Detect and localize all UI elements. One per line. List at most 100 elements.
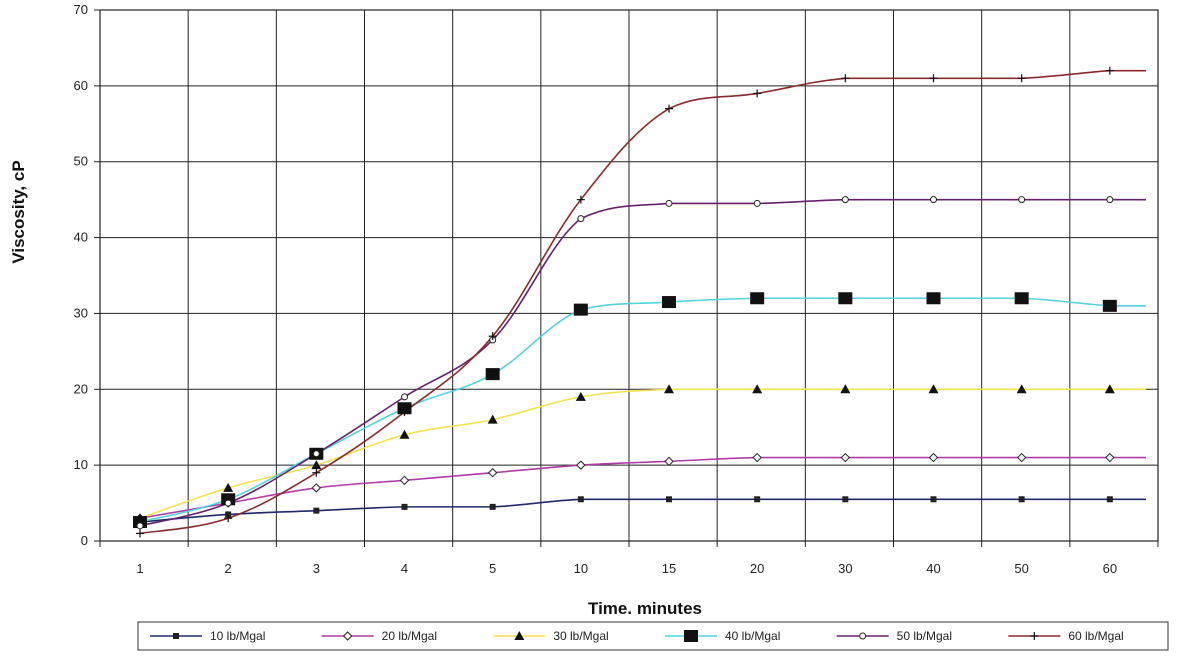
data-point xyxy=(664,384,674,394)
legend-item: 40 lb/Mgal xyxy=(665,629,780,643)
x-tick-label: 60 xyxy=(1103,561,1117,576)
data-point xyxy=(576,460,586,470)
data-point xyxy=(311,460,322,470)
legend-label: 50 lb/Mgal xyxy=(897,629,952,643)
y-tick-label: 30 xyxy=(74,305,88,320)
legend-label: 20 lb/Mgal xyxy=(382,629,437,643)
x-tick-label: 3 xyxy=(313,561,320,576)
data-point xyxy=(664,456,674,467)
data-point xyxy=(136,529,144,538)
x-tick-label: 30 xyxy=(838,561,852,576)
x-tick-label: 2 xyxy=(225,561,232,576)
data-point xyxy=(401,503,408,510)
data-point xyxy=(1102,299,1117,312)
legend-label: 10 lb/Mgal xyxy=(210,629,265,643)
data-point xyxy=(311,483,322,493)
x-tick-label: 1 xyxy=(136,561,143,576)
data-point xyxy=(399,429,410,439)
legend: 10 lb/Mgal 20 lb/Mgal 30 lb/Mgal 40 lb/Mgal… xyxy=(137,621,1169,651)
data-point xyxy=(313,507,320,514)
data-point xyxy=(133,516,147,529)
data-point xyxy=(576,195,585,204)
data-point xyxy=(1016,452,1027,463)
data-point xyxy=(399,475,410,486)
legend-marker xyxy=(173,633,179,639)
data-point xyxy=(840,452,851,463)
data-point xyxy=(753,199,761,207)
x-tick-label: 15 xyxy=(662,561,676,576)
data-point xyxy=(485,368,500,381)
data-point xyxy=(224,499,232,507)
data-point xyxy=(223,482,234,492)
y-tick-label: 10 xyxy=(74,457,88,472)
data-point xyxy=(842,496,849,503)
data-point xyxy=(665,199,673,207)
series-line xyxy=(139,498,1146,523)
legend-item: 30 lb/Mgal xyxy=(493,629,609,643)
data-point xyxy=(752,452,762,463)
x-axis-title: Time. minutes xyxy=(588,599,702,618)
y-tick-label: 70 xyxy=(74,2,88,17)
series-line xyxy=(139,198,1146,527)
series-lines xyxy=(139,69,1146,535)
data-point xyxy=(573,303,588,316)
legend-marker xyxy=(342,631,353,641)
data-point xyxy=(753,89,762,98)
data-point xyxy=(750,292,765,305)
data-point xyxy=(841,196,849,204)
y-tick-label: 50 xyxy=(74,154,88,169)
x-tick-label: 20 xyxy=(750,561,764,576)
grid xyxy=(99,9,1159,542)
legend-label: 40 lb/Mgal xyxy=(725,629,780,643)
data-point xyxy=(312,468,321,477)
data-point xyxy=(1104,384,1115,394)
legend-marker xyxy=(684,630,698,642)
data-point xyxy=(1016,384,1027,394)
y-tick-label: 60 xyxy=(74,78,88,93)
data-point xyxy=(487,468,498,478)
data-point xyxy=(841,74,850,83)
x-tick-label: 40 xyxy=(926,561,940,576)
data-point xyxy=(1106,496,1113,503)
legend-label: 30 lb/Mgal xyxy=(553,629,608,643)
data-point xyxy=(312,450,320,458)
data-point xyxy=(400,408,409,417)
data-point xyxy=(662,296,676,309)
data-point xyxy=(224,514,233,523)
series-markers xyxy=(133,66,1117,538)
series-line xyxy=(139,69,1146,535)
y-axis-title: Viscosity, cP xyxy=(9,160,28,263)
data-point xyxy=(930,196,937,204)
data-point xyxy=(1105,452,1115,463)
data-point xyxy=(1018,496,1025,503)
legend-item: 20 lb/Mgal xyxy=(321,629,437,643)
data-point xyxy=(1014,292,1029,305)
x-tick-label: 50 xyxy=(1014,561,1028,576)
data-point xyxy=(401,393,408,401)
data-point xyxy=(136,522,144,530)
data-point xyxy=(929,74,938,83)
data-point xyxy=(488,332,497,341)
legend-item: 60 lb/Mgal xyxy=(1008,629,1124,643)
data-point xyxy=(575,391,586,401)
data-point xyxy=(1105,66,1114,75)
legend-marker xyxy=(859,632,867,640)
x-tick-label: 5 xyxy=(489,561,496,576)
x-tick-label: 4 xyxy=(401,561,408,576)
legend-item: 50 lb/Mgal xyxy=(836,629,952,643)
y-tick-label: 0 xyxy=(81,533,88,548)
data-point xyxy=(1018,196,1026,204)
legend-marker xyxy=(1030,632,1039,640)
data-point xyxy=(928,384,939,394)
y-tick-labels: 0 10 20 30 40 50 60 70 xyxy=(74,2,88,548)
data-point xyxy=(221,493,236,506)
data-point xyxy=(840,384,851,394)
data-point xyxy=(577,496,584,503)
data-point xyxy=(487,414,498,424)
data-point xyxy=(928,452,939,463)
data-point xyxy=(577,215,585,223)
data-point xyxy=(752,384,763,394)
y-tick-label: 40 xyxy=(74,230,88,245)
data-point xyxy=(930,496,937,503)
